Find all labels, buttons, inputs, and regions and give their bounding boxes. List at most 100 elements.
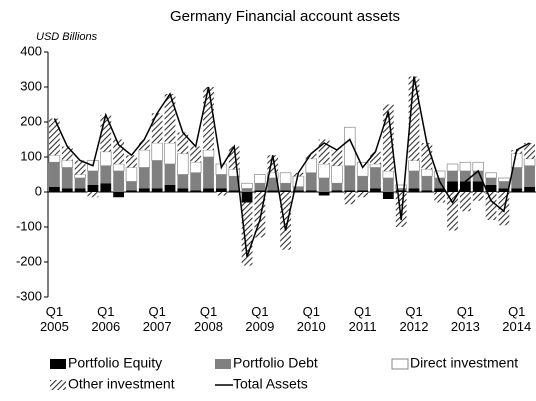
bar-segment [177, 188, 189, 192]
bar-segment [318, 192, 330, 196]
bar-segment [151, 160, 163, 189]
bar-segment [433, 170, 446, 179]
y-tick-label: -300 [16, 288, 42, 303]
bar-segment [203, 157, 214, 189]
bar-segment [395, 184, 407, 189]
bar-segment [459, 161, 472, 172]
legend-label: Portfolio Debt [233, 355, 318, 371]
bar-segment [395, 188, 407, 191]
y-tick-label: 400 [20, 43, 42, 58]
bar-segment [459, 192, 471, 212]
bar-segment [485, 178, 497, 185]
bar-segment [331, 165, 343, 184]
bar-segment [164, 164, 176, 185]
bar-segment [190, 190, 202, 192]
bar-segment [151, 142, 163, 161]
bar-segment [395, 190, 407, 192]
x-tick-label: Q1 2010 [296, 304, 326, 334]
bar-segment [434, 178, 446, 189]
bar-segment [421, 168, 433, 177]
bar-segment [190, 146, 202, 163]
bar-segment [446, 163, 459, 172]
bar-segment [215, 188, 227, 192]
bar-segment [357, 192, 369, 198]
x-tick-label: Q1 2014 [502, 304, 532, 334]
legend-swatch [391, 358, 409, 370]
x-tick-label: Q1 2008 [194, 304, 223, 334]
bar-segment [382, 178, 394, 192]
y-tick-label: -200 [16, 253, 42, 268]
bar-segment [151, 113, 163, 143]
x-tick-label: Q1 2012 [399, 304, 429, 334]
bar-segment [202, 149, 215, 158]
bar-segment [177, 132, 189, 154]
bar-segment [498, 177, 510, 182]
bar-segment [318, 139, 330, 164]
bar-segment [112, 163, 125, 172]
bar-segment [331, 190, 343, 192]
y-tick-label: 300 [20, 78, 42, 93]
bar-segment [215, 174, 227, 189]
bar-segment [459, 181, 471, 192]
bar-segment [280, 190, 291, 192]
bar-segment [370, 167, 381, 189]
bar-segment [511, 167, 523, 189]
bar-segment [61, 167, 73, 189]
bar-segment [61, 188, 73, 192]
bar-segment [498, 188, 510, 192]
bar-segment [331, 150, 343, 166]
bar-segment [203, 87, 214, 150]
bar-segment [511, 188, 523, 192]
bar-segment [49, 186, 60, 192]
bar-segment [293, 190, 304, 192]
bar-segment [267, 155, 279, 173]
bar-segment [48, 154, 61, 163]
bar-segment [344, 126, 356, 167]
bar-segment [331, 183, 343, 191]
bar-segment [472, 192, 484, 201]
bar-segment [177, 153, 189, 175]
bar-segment [61, 160, 74, 168]
bar-segment [267, 190, 279, 192]
bar-segment [241, 192, 253, 203]
bar-segment [138, 149, 151, 168]
bar-segment [408, 160, 420, 172]
bar-segment [408, 76, 420, 161]
bar-segment [472, 181, 484, 192]
bar-segment [524, 165, 535, 187]
bar-segment [254, 183, 266, 191]
chart-title: Germany Financial account assets [170, 8, 400, 25]
bar-segment [318, 178, 330, 192]
bar-segment [113, 192, 125, 198]
bar-segment [74, 178, 86, 189]
bar-segment [267, 178, 279, 191]
bar-segment [215, 192, 227, 196]
bar-segment [305, 158, 318, 174]
bar-segment [408, 188, 420, 192]
bar-segment [280, 183, 291, 191]
bar-segment [241, 182, 253, 189]
bar-segment [49, 162, 60, 187]
bar-segment [344, 165, 356, 191]
bar-segment [344, 192, 356, 205]
bar-segment [228, 146, 240, 170]
legend-swatch [50, 380, 66, 390]
x-tick-label: Q1 2007 [142, 304, 172, 334]
bar-segment [356, 161, 369, 177]
bar-segment [369, 163, 382, 168]
y-tick-label: 0 [35, 183, 42, 198]
bar-segment [357, 190, 369, 192]
y-tick-label: 100 [20, 148, 42, 163]
bar-segment [164, 142, 176, 165]
bar-segment [382, 170, 395, 179]
bar-segment [87, 185, 99, 192]
x-tick-label: Q1 2011 [348, 304, 377, 334]
bar-segment [61, 146, 73, 161]
bar-segment [126, 190, 137, 192]
bar-segment [254, 190, 266, 192]
bar-segment [292, 175, 305, 188]
bar-segment [100, 165, 112, 184]
bar-segment [100, 151, 112, 167]
bar-segment [447, 192, 458, 231]
